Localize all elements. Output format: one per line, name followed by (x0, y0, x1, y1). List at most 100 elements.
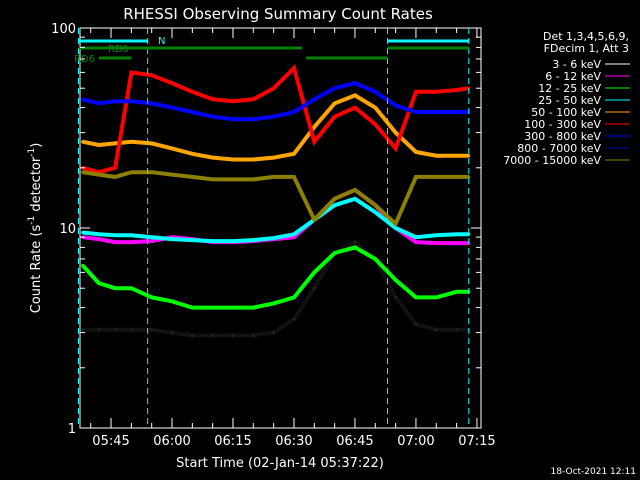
series-3-point-16 (394, 226, 398, 230)
series-3-point-13 (333, 203, 337, 207)
series-2-point-0 (81, 263, 85, 267)
legend-label-0: 3 - 6 keV (552, 58, 601, 71)
series-0-point-5 (170, 331, 174, 335)
series-3-point-18 (434, 233, 438, 237)
series-6-point-9 (251, 117, 255, 121)
series-8-point-11 (292, 175, 296, 179)
series-2-point-14 (353, 245, 357, 249)
series-5-point-15 (373, 122, 377, 126)
y-label-part-2: detector (29, 156, 44, 216)
series-2-point-5 (170, 299, 174, 303)
series-8-point-12 (312, 218, 316, 222)
series-8-point-5 (170, 173, 174, 177)
series-3-point-11 (292, 232, 296, 236)
series-0-point-10 (272, 331, 276, 335)
series-0-point-8 (231, 334, 235, 337)
series-5-point-9 (251, 97, 255, 101)
series-4-point-19 (455, 154, 459, 158)
y-tick-label-2: 100 (51, 22, 76, 37)
series-8-point-3 (129, 170, 133, 174)
series-4-point-0 (81, 140, 85, 144)
chart-title: RHESSI Observing Summary Count Rates (123, 5, 433, 23)
series-0-point-17 (414, 322, 418, 326)
series-4-point-7 (211, 156, 215, 160)
series-5-point-17 (414, 90, 418, 94)
series-3-point-7 (211, 239, 215, 243)
series-4-point-10 (272, 156, 276, 160)
series-line-2 (81, 245, 469, 310)
y-tick-label-0: 1 (68, 422, 76, 437)
legend-label-7: 800 - 7000 keV (517, 142, 601, 155)
series-6-point-0 (81, 97, 85, 101)
series-3-point-9 (251, 238, 255, 242)
series-3-point-19 (455, 232, 459, 236)
series-2-point-4 (150, 295, 154, 299)
series-line-3 (82, 196, 469, 244)
series-4-point-6 (190, 152, 194, 156)
y-label-part-3: ) (29, 143, 44, 148)
series-5-point-11 (292, 66, 296, 70)
series-3-point-5 (170, 237, 174, 241)
series-0-point-11 (292, 317, 296, 321)
series-2-point-7 (211, 306, 215, 310)
series-4-point-2 (113, 141, 117, 145)
series-6-point-15 (373, 90, 377, 94)
series-3-point-10 (272, 236, 276, 240)
series-5-point-5 (170, 81, 174, 85)
series-1-point-1 (97, 237, 101, 241)
series-1-point-3 (129, 240, 133, 244)
series-5-point-18 (434, 90, 438, 94)
series-1-point-4 (150, 239, 154, 243)
series-4-point-4 (150, 141, 154, 145)
series-2-point-6 (190, 306, 194, 310)
tick-labels: 1 10 100 05:45 06:00 06:15 06:30 06:45 07:00 07:1… (51, 22, 495, 449)
series-4-point-14 (353, 93, 357, 97)
y-axis-label: Count Rate (s-1 detector-1) (27, 143, 44, 314)
series-3-point-0 (81, 231, 85, 234)
series-1-point-17 (414, 240, 418, 244)
series-3-point-3 (129, 233, 133, 237)
x-tick-label-6: 07:15 (458, 434, 495, 449)
series-2-point-1 (97, 281, 101, 285)
series-8-point-7 (211, 177, 215, 181)
series-6-point-18 (434, 110, 438, 114)
series-2-point-12 (312, 270, 316, 274)
series-0-point-4 (150, 328, 154, 332)
series-3-point-6 (190, 238, 194, 242)
series-3-point-20 (467, 232, 471, 236)
legend-label-5: 100 - 300 keV (524, 118, 601, 131)
series-8-point-8 (231, 177, 235, 181)
series-8-point-14 (353, 188, 357, 192)
series-3-point-4 (150, 235, 154, 239)
series-3-point-14 (353, 197, 357, 201)
legend-label-8: 7000 - 15000 keV (503, 154, 601, 167)
series-6-point-14 (353, 81, 357, 85)
series-3-point-1 (97, 232, 101, 236)
series-6-point-16 (394, 103, 398, 107)
series-8-point-9 (251, 177, 255, 181)
series-8-point-17 (414, 175, 418, 179)
series-8-point-15 (373, 203, 377, 207)
series-0-point-18 (434, 328, 438, 332)
series-2-point-11 (292, 295, 296, 299)
series-line-0 (82, 239, 469, 338)
series-4-point-13 (333, 101, 337, 105)
series-6-point-12 (312, 97, 316, 101)
series-1-point-18 (434, 241, 438, 245)
legend-label-3: 25 - 50 keV (538, 94, 601, 107)
x-tick-label-4: 06:45 (336, 434, 373, 449)
series-6-point-19 (455, 110, 459, 114)
series-layer (81, 64, 471, 338)
legend-header-line-2: FDecim 1, Att 3 (544, 42, 629, 55)
series-2-point-2 (113, 286, 117, 290)
series-0-point-16 (394, 295, 398, 299)
series-2-point-15 (373, 257, 377, 261)
series-5-point-12 (312, 140, 316, 144)
series-2-point-19 (455, 290, 459, 294)
series-6-point-3 (129, 99, 133, 103)
series-6-point-10 (272, 115, 276, 119)
series-4-point-15 (373, 106, 377, 110)
series-6-point-17 (414, 110, 418, 114)
series-4-point-5 (170, 146, 174, 150)
series-6-point-8 (231, 117, 235, 121)
